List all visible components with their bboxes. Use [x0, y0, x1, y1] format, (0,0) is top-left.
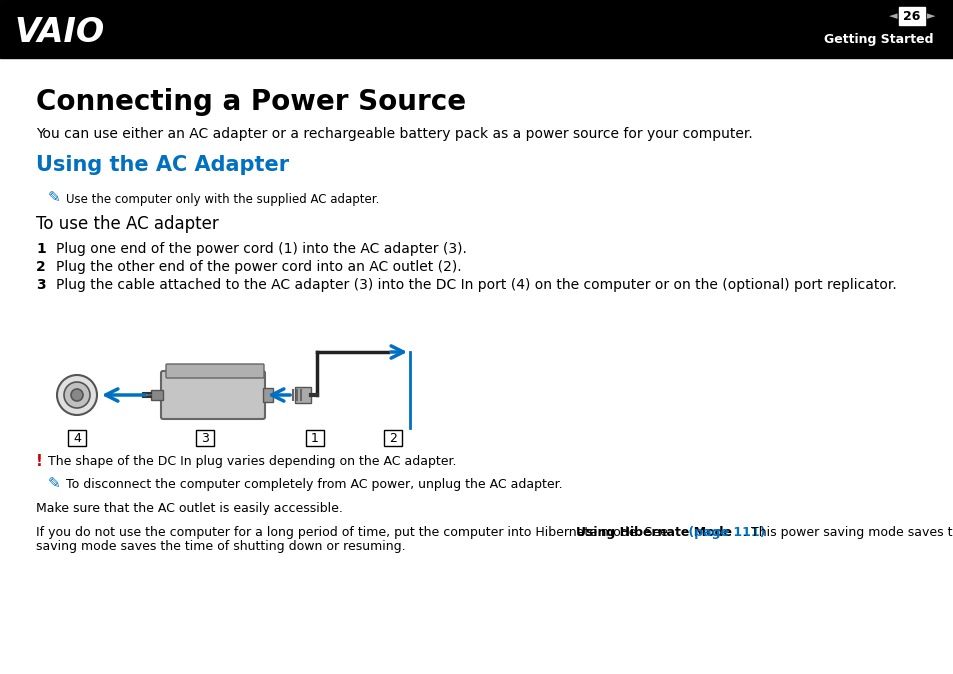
Bar [68, 430, 86, 446]
Text: ✎: ✎ [48, 476, 61, 491]
Text: Connecting a Power Source: Connecting a Power Source [36, 88, 466, 116]
FancyBboxPatch shape [161, 371, 265, 419]
Text: You can use either an AC adapter or a rechargeable battery pack as a power sourc: You can use either an AC adapter or a re… [36, 127, 752, 141]
Circle shape [64, 382, 90, 408]
Text: (page 111): (page 111) [683, 526, 764, 539]
Text: ✎: ✎ [48, 190, 61, 205]
Text: Make sure that the AC outlet is easily accessible.: Make sure that the AC outlet is easily a… [36, 502, 342, 515]
Bar [0, 0, 953, 58]
Text: The shape of the DC In plug varies depending on the AC adapter.: The shape of the DC In plug varies depen… [48, 455, 456, 468]
Bar [898, 7, 924, 25]
Text: 1: 1 [36, 242, 46, 256]
Text: 2: 2 [389, 431, 396, 444]
Text: 26: 26 [902, 9, 920, 22]
Text: To use the AC adapter: To use the AC adapter [36, 215, 218, 233]
Circle shape [71, 389, 83, 401]
Text: . This power saving mode saves the time of shutting down or resuming.: . This power saving mode saves the time … [742, 526, 953, 539]
Bar [294, 387, 311, 403]
Text: Plug the cable attached to the AC adapter (3) into the DC In port (4) on the com: Plug the cable attached to the AC adapte… [56, 278, 896, 292]
Text: 4: 4 [73, 431, 81, 444]
Text: ◄: ◄ [888, 11, 897, 21]
Text: 2: 2 [36, 260, 46, 274]
Text: !: ! [36, 454, 43, 469]
Text: Using the AC Adapter: Using the AC Adapter [36, 155, 289, 175]
Text: If you do not use the computer for a long period of time, put the computer into : If you do not use the computer for a lon… [36, 526, 671, 539]
Bar [306, 430, 324, 446]
Text: 3: 3 [201, 431, 209, 444]
Bar [151, 390, 163, 400]
Bar [195, 430, 213, 446]
Text: Plug one end of the power cord (1) into the AC adapter (3).: Plug one end of the power cord (1) into … [56, 242, 466, 256]
Text: 3: 3 [36, 278, 46, 292]
Bar [384, 430, 401, 446]
Text: Using Hibernate Mode: Using Hibernate Mode [576, 526, 731, 539]
Circle shape [57, 375, 97, 415]
Text: Getting Started: Getting Started [823, 34, 933, 47]
Text: VAIO: VAIO [14, 16, 104, 49]
Text: 1: 1 [311, 431, 318, 444]
Bar [263, 388, 273, 402]
Text: Plug the other end of the power cord into an AC outlet (2).: Plug the other end of the power cord int… [56, 260, 461, 274]
Text: ►: ► [925, 11, 934, 21]
Text: To disconnect the computer completely from AC power, unplug the AC adapter.: To disconnect the computer completely fr… [66, 478, 562, 491]
FancyBboxPatch shape [166, 364, 264, 378]
Text: saving mode saves the time of shutting down or resuming.: saving mode saves the time of shutting d… [36, 540, 405, 553]
Text: Use the computer only with the supplied AC adapter.: Use the computer only with the supplied … [66, 193, 379, 206]
